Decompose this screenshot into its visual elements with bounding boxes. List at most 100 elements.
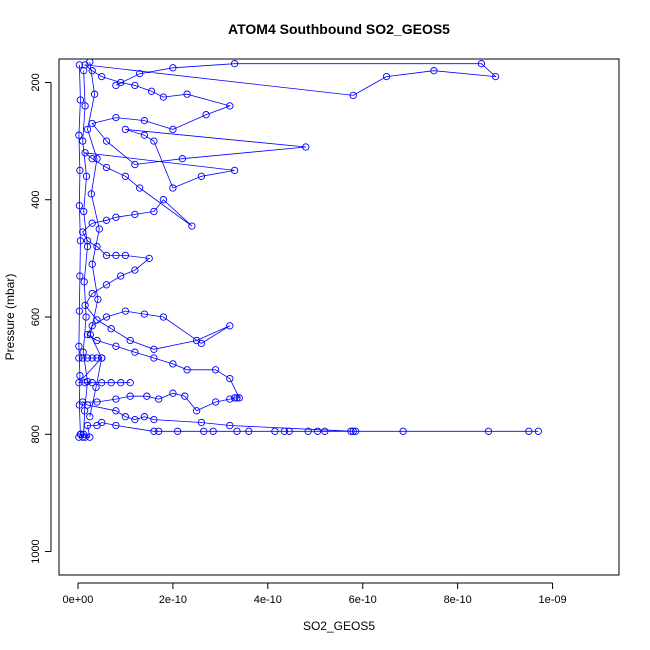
data-point [76,237,85,245]
data-point [75,342,83,350]
data-point [230,394,239,402]
data-point [80,67,88,75]
data-point [233,394,241,402]
data-point [169,184,177,192]
y-tick-label: 1000 [30,539,42,563]
data-point [351,427,360,435]
data-point [121,413,130,421]
data-point [169,125,177,134]
data-point [88,155,96,163]
data-point [302,143,310,151]
data-point [183,366,191,374]
x-tick-label: 4e-10 [254,594,282,606]
y-axis-label: Pressure (mbar) [3,274,17,361]
data-point [136,184,144,192]
data-point [178,155,187,163]
data-point [82,313,90,321]
data-point [150,354,158,362]
data-point [131,266,139,274]
data-point [169,64,177,72]
series-1 [75,60,542,441]
data-point [75,201,84,210]
data-point [79,354,87,362]
data-point [233,427,241,435]
y-tick-label: 400 [30,191,42,209]
x-tick-label: 6e-10 [349,594,377,606]
data-point [112,213,120,221]
data-point [145,254,153,263]
data-point [93,398,101,406]
data-point [75,307,84,315]
data-point [87,190,95,198]
data-point [121,307,130,315]
data-point [173,427,182,435]
data-point [80,407,89,415]
data-point [112,421,120,430]
data-point [477,60,486,68]
data-point [197,172,206,180]
data-point [280,427,289,435]
data-point [347,427,355,435]
data-point [209,427,217,435]
series-line [87,61,103,417]
data-point [150,415,158,424]
data-point [155,427,163,435]
data-point [321,427,329,435]
data-point [484,427,493,435]
data-point [102,251,111,260]
data-point [80,278,88,286]
data-point [112,407,120,415]
data-point [112,342,120,350]
x-tick-label: 0e+00 [63,594,94,606]
data-point [83,242,92,251]
data-point [200,427,208,435]
data-point [131,415,139,424]
data-point [226,322,234,330]
data-point [121,172,130,180]
data-point [226,395,234,403]
x-tick-label: 8e-10 [444,594,472,606]
data-point [112,395,120,403]
data-point [126,379,134,387]
data-point [121,251,130,260]
data-point [98,72,106,81]
data-point [112,251,120,260]
data-point [131,81,139,90]
data-point [159,93,168,101]
data-point [102,313,111,321]
plot-area [75,59,542,441]
data-point [140,116,149,125]
data-point [81,379,89,387]
data-point [271,427,279,435]
data-point [188,222,196,230]
data-point [313,427,322,435]
data-point [202,111,210,119]
data-point [79,348,87,356]
data-point [76,371,84,380]
data-point [75,131,83,139]
data-point [83,125,92,134]
data-point [126,392,134,400]
data-point [525,427,533,435]
data-point [131,160,139,169]
data-point [211,366,220,374]
data-point [75,401,84,409]
data-point [88,379,96,387]
data-point [107,325,115,333]
data-point [82,172,91,180]
x-axis-label: SO2_GEOS5 [303,619,375,633]
data-point [121,125,130,134]
data-point [94,295,102,304]
data-point [349,91,357,100]
data-point [230,60,239,68]
plot-frame [58,58,620,576]
data-point [126,336,134,345]
series-2 [75,61,85,438]
data-point [117,379,125,387]
series-line [77,357,131,384]
data-point [430,67,438,75]
data-point [192,336,201,345]
data-point [76,96,85,104]
data-point [88,322,96,330]
